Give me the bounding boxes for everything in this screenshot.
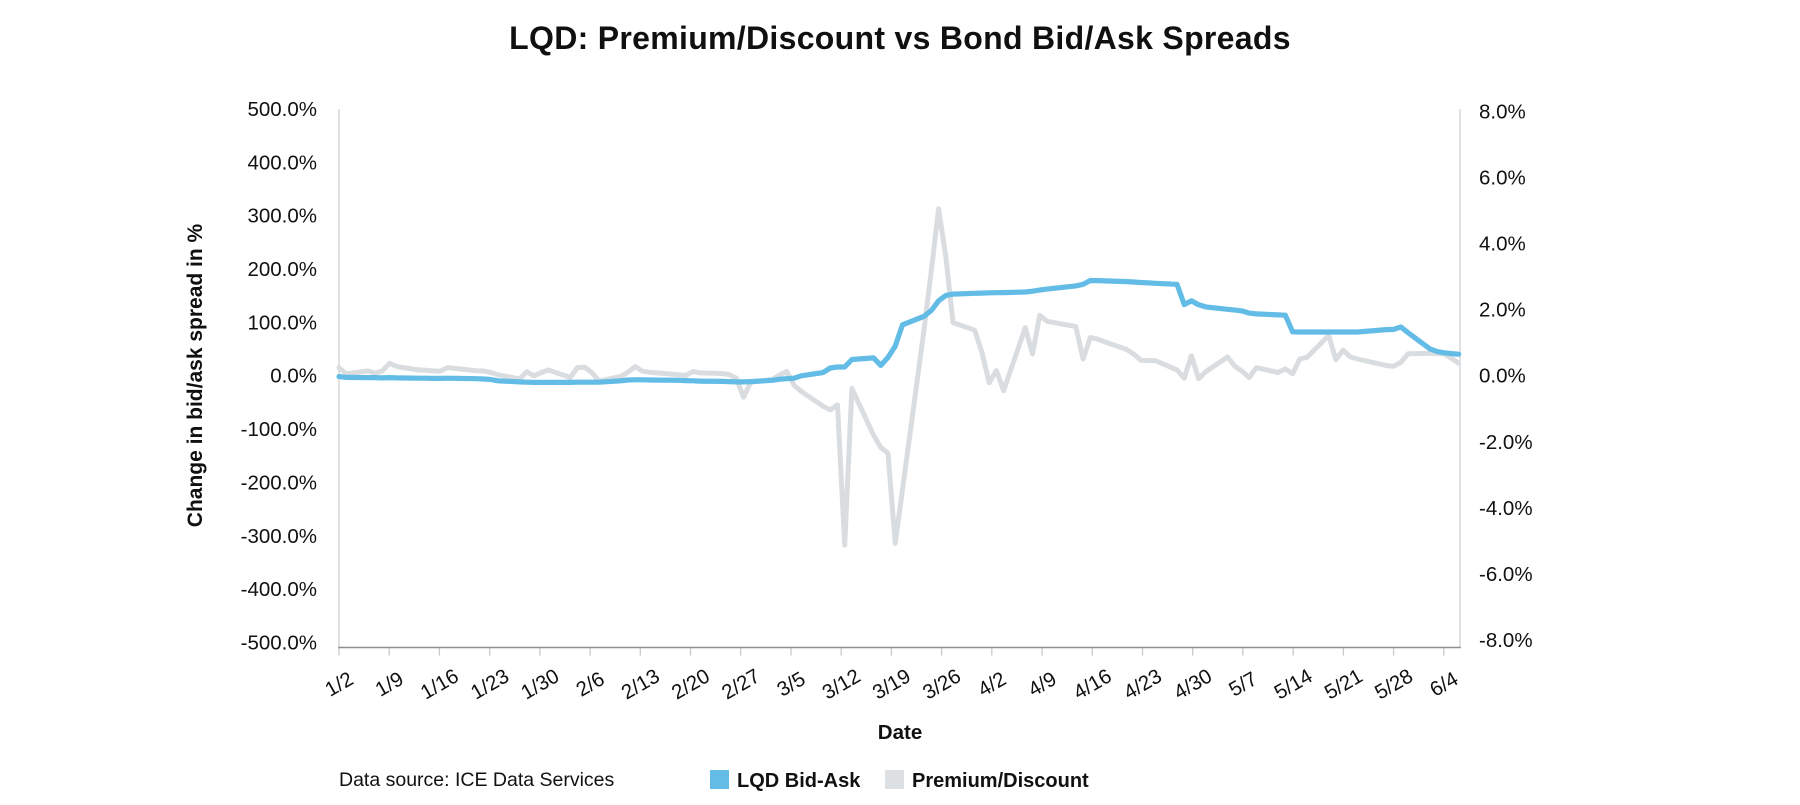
svg-text:2.0%: 2.0%: [1479, 299, 1526, 322]
svg-text:500.0%: 500.0%: [247, 98, 317, 121]
svg-text:-400.0%: -400.0%: [241, 578, 317, 601]
svg-text:-100.0%: -100.0%: [241, 418, 317, 441]
svg-text:6.0%: 6.0%: [1479, 166, 1526, 189]
svg-text:LQD: Premium/Discount vs Bond: LQD: Premium/Discount vs Bond Bid/Ask Sp…: [509, 20, 1291, 56]
svg-text:-2.0%: -2.0%: [1479, 431, 1533, 454]
svg-text:Premium/Discount: Premium/Discount: [912, 770, 1089, 792]
svg-text:Date: Date: [878, 721, 922, 744]
svg-text:300.0%: 300.0%: [247, 205, 317, 228]
svg-text:-8.0%: -8.0%: [1479, 629, 1533, 652]
svg-text:8.0%: 8.0%: [1479, 100, 1526, 123]
svg-text:0.0%: 0.0%: [1479, 365, 1526, 388]
svg-text:400.0%: 400.0%: [247, 151, 317, 174]
svg-text:4.0%: 4.0%: [1479, 233, 1526, 256]
svg-text:200.0%: 200.0%: [247, 258, 317, 281]
svg-text:0.0%: 0.0%: [270, 365, 317, 388]
svg-text:-500.0%: -500.0%: [241, 632, 317, 655]
svg-text:-4.0%: -4.0%: [1479, 497, 1533, 520]
svg-text:100.0%: 100.0%: [247, 311, 317, 334]
svg-text:LQD Bid-Ask: LQD Bid-Ask: [737, 770, 861, 792]
svg-text:-300.0%: -300.0%: [241, 525, 317, 548]
svg-text:Change in bid/ask spread in %: Change in bid/ask spread in %: [184, 223, 207, 527]
svg-text:-6.0%: -6.0%: [1479, 563, 1533, 586]
svg-text:Data source: ICE Data Services: Data source: ICE Data Services: [339, 769, 615, 791]
svg-text:-200.0%: -200.0%: [241, 471, 317, 494]
